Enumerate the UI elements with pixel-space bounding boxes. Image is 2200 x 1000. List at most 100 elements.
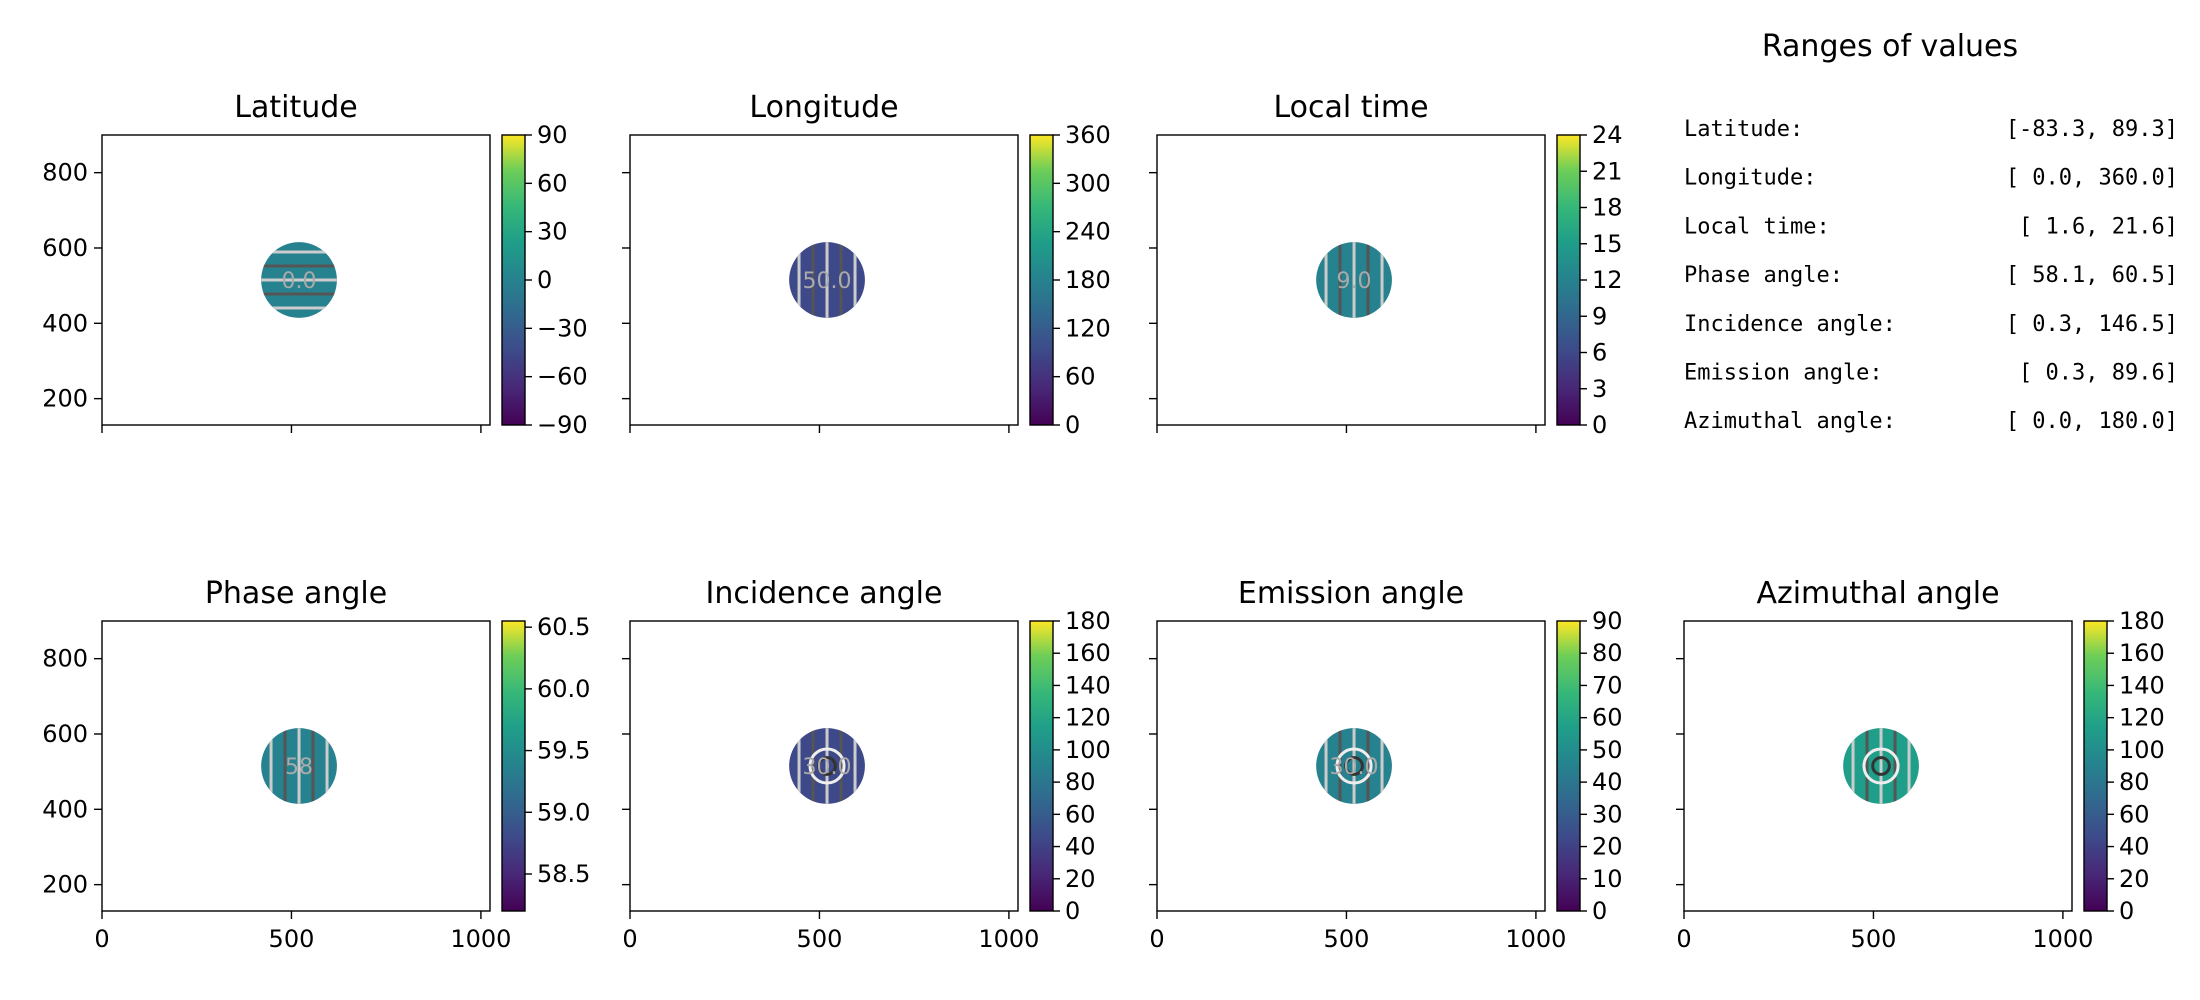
colorbar: [1030, 621, 1053, 911]
colorbar-tick-label: 40: [1065, 833, 1096, 861]
x-tick-label: 1000: [1505, 925, 1566, 953]
contour-lines: [1324, 728, 1384, 804]
panel-title: Latitude: [234, 90, 357, 125]
y-tick-label: 800: [42, 645, 88, 673]
contour-ring: [817, 756, 837, 776]
y-tick-label: 400: [42, 309, 88, 337]
x-tick-label: 1000: [978, 925, 1039, 953]
colorbar-tick-label: 24: [1592, 121, 1623, 149]
ranges-row-value: [ 0.0, 360.0]: [2006, 166, 2178, 191]
panel-title: Phase angle: [205, 576, 387, 611]
ranges-row-label: Emission angle:: [1684, 361, 1883, 386]
colorbar-tick-label: 180: [1065, 266, 1111, 294]
colorbar-tick-label: 120: [2119, 704, 2165, 732]
axes-frame: [629, 134, 1019, 426]
x-tick-label: 500: [1324, 925, 1370, 953]
contour-lines: [261, 250, 337, 310]
colorbar-tick-label: 0: [2119, 897, 2134, 925]
panel-azimuthal-angle: Azimuthal angle 0 500 1000 180 160 140 120 100 80…: [1676, 576, 2165, 953]
colorbar-tick-label: 100: [1065, 736, 1111, 764]
colorbar-tick-label: 0: [537, 266, 552, 294]
colorbar-tick-label: 30: [1592, 800, 1623, 828]
x-tick-label: 0: [94, 925, 109, 953]
colorbar-tick-label: 360: [1065, 121, 1111, 149]
contour-label: 30.0: [803, 755, 852, 780]
colorbar-tick-label: 70: [1592, 671, 1623, 699]
colorbar: [2084, 621, 2107, 911]
colorbar: [1557, 135, 1580, 425]
x-tick-label: 500: [797, 925, 843, 953]
colorbar-tick-label: −30: [537, 314, 588, 342]
colorbar-tick-label: 20: [1065, 865, 1096, 893]
y-tick-label: 600: [42, 720, 88, 748]
x-tick-label: 0: [1676, 925, 1691, 953]
x-tick-label: 1000: [450, 925, 511, 953]
colorbar-tick-label: 120: [1065, 314, 1111, 342]
ranges-panel: Ranges of values Latitude: [-83.3, 89.3] Lo…: [1684, 29, 2178, 434]
colorbar-tick-label: 60: [2119, 800, 2150, 828]
axes-frame: [1156, 134, 1546, 426]
axes-frame: [629, 620, 1019, 912]
x-tick-label: 0: [622, 925, 637, 953]
ranges-row-value: [ 0.3, 89.6]: [2019, 361, 2178, 386]
colorbar: [502, 135, 525, 425]
colorbar-tick-label: 60: [1065, 363, 1096, 391]
contour-label: 58: [285, 755, 313, 780]
axes-frame: [101, 134, 491, 426]
colorbar-tick-label: 80: [1592, 639, 1623, 667]
panel-latitude: Latitude 0.0 200 400 600 800 90 60 30 0 −30 −60 −90: [42, 90, 587, 439]
panel-title: Azimuthal angle: [1756, 576, 1999, 611]
ranges-row-label: Local time:: [1684, 214, 1830, 239]
colorbar-tick-label: 60: [537, 169, 568, 197]
colorbar-frame: [1556, 620, 1581, 912]
panel-title: Emission angle: [1238, 576, 1464, 611]
contour-ring: [1862, 747, 1900, 785]
y-tick-label: 200: [42, 385, 88, 413]
contour-label: 0.0: [282, 269, 317, 294]
colorbar: [1030, 135, 1053, 425]
x-tick-label: 500: [269, 925, 315, 953]
colorbar-tick-label: 58.5: [537, 860, 590, 888]
colorbar-tick-label: 180: [2119, 607, 2165, 635]
colorbar-tick-label: 59.5: [537, 737, 590, 765]
colorbar-tick-label: 20: [1592, 833, 1623, 861]
x-tick-label: 0: [1149, 925, 1164, 953]
contour-label: 50.0: [803, 269, 852, 294]
ranges-row-value: [ 58.1, 60.5]: [2006, 263, 2178, 288]
colorbar-tick-label: 0: [1065, 897, 1080, 925]
ranges-row-value: [ 1.6, 21.6]: [2019, 214, 2178, 239]
colorbar-tick-label: 90: [1592, 607, 1623, 635]
contour-ring: [808, 747, 846, 785]
ranges-title: Ranges of values: [1762, 29, 2018, 64]
y-tick-label: 400: [42, 795, 88, 823]
colorbar-tick-label: 160: [2119, 639, 2165, 667]
x-tick-label: 1000: [2032, 925, 2093, 953]
contour-lines: [1324, 242, 1384, 318]
colorbar-tick-label: 59.0: [537, 798, 590, 826]
x-tick-label: 500: [1851, 925, 1897, 953]
axes-frame: [1156, 620, 1546, 912]
colorbar-tick-label: 0: [1592, 897, 1607, 925]
colorbar-tick-label: 18: [1592, 194, 1623, 222]
colorbar-tick-label: 100: [2119, 736, 2165, 764]
colorbar-tick-label: 15: [1592, 230, 1623, 258]
colorbar-tick-label: 6: [1592, 339, 1607, 367]
axes-frame: [1683, 620, 2073, 912]
colorbar-tick-label: 3: [1592, 375, 1607, 403]
panel-phase-angle: Phase angle 58 0 500 1000 200 400 600 800 60.5 60.…: [42, 576, 590, 953]
colorbar-tick-label: −60: [537, 363, 588, 391]
colorbar-tick-label: 160: [1065, 639, 1111, 667]
colorbar-tick-label: 140: [2119, 671, 2165, 699]
panel-title: Longitude: [749, 90, 898, 125]
colorbar-tick-label: 120: [1065, 704, 1111, 732]
colorbar: [502, 621, 525, 911]
colorbar-tick-label: 12: [1592, 266, 1623, 294]
contour-label: 9.0: [1337, 269, 1372, 294]
colorbar-tick-label: 0: [1065, 411, 1080, 439]
ranges-row-value: [ 0.0, 180.0]: [2006, 409, 2178, 434]
colorbar-tick-label: 9: [1592, 302, 1607, 330]
colorbar-tick-label: 50: [1592, 736, 1623, 764]
colorbar-frame: [2083, 620, 2108, 912]
